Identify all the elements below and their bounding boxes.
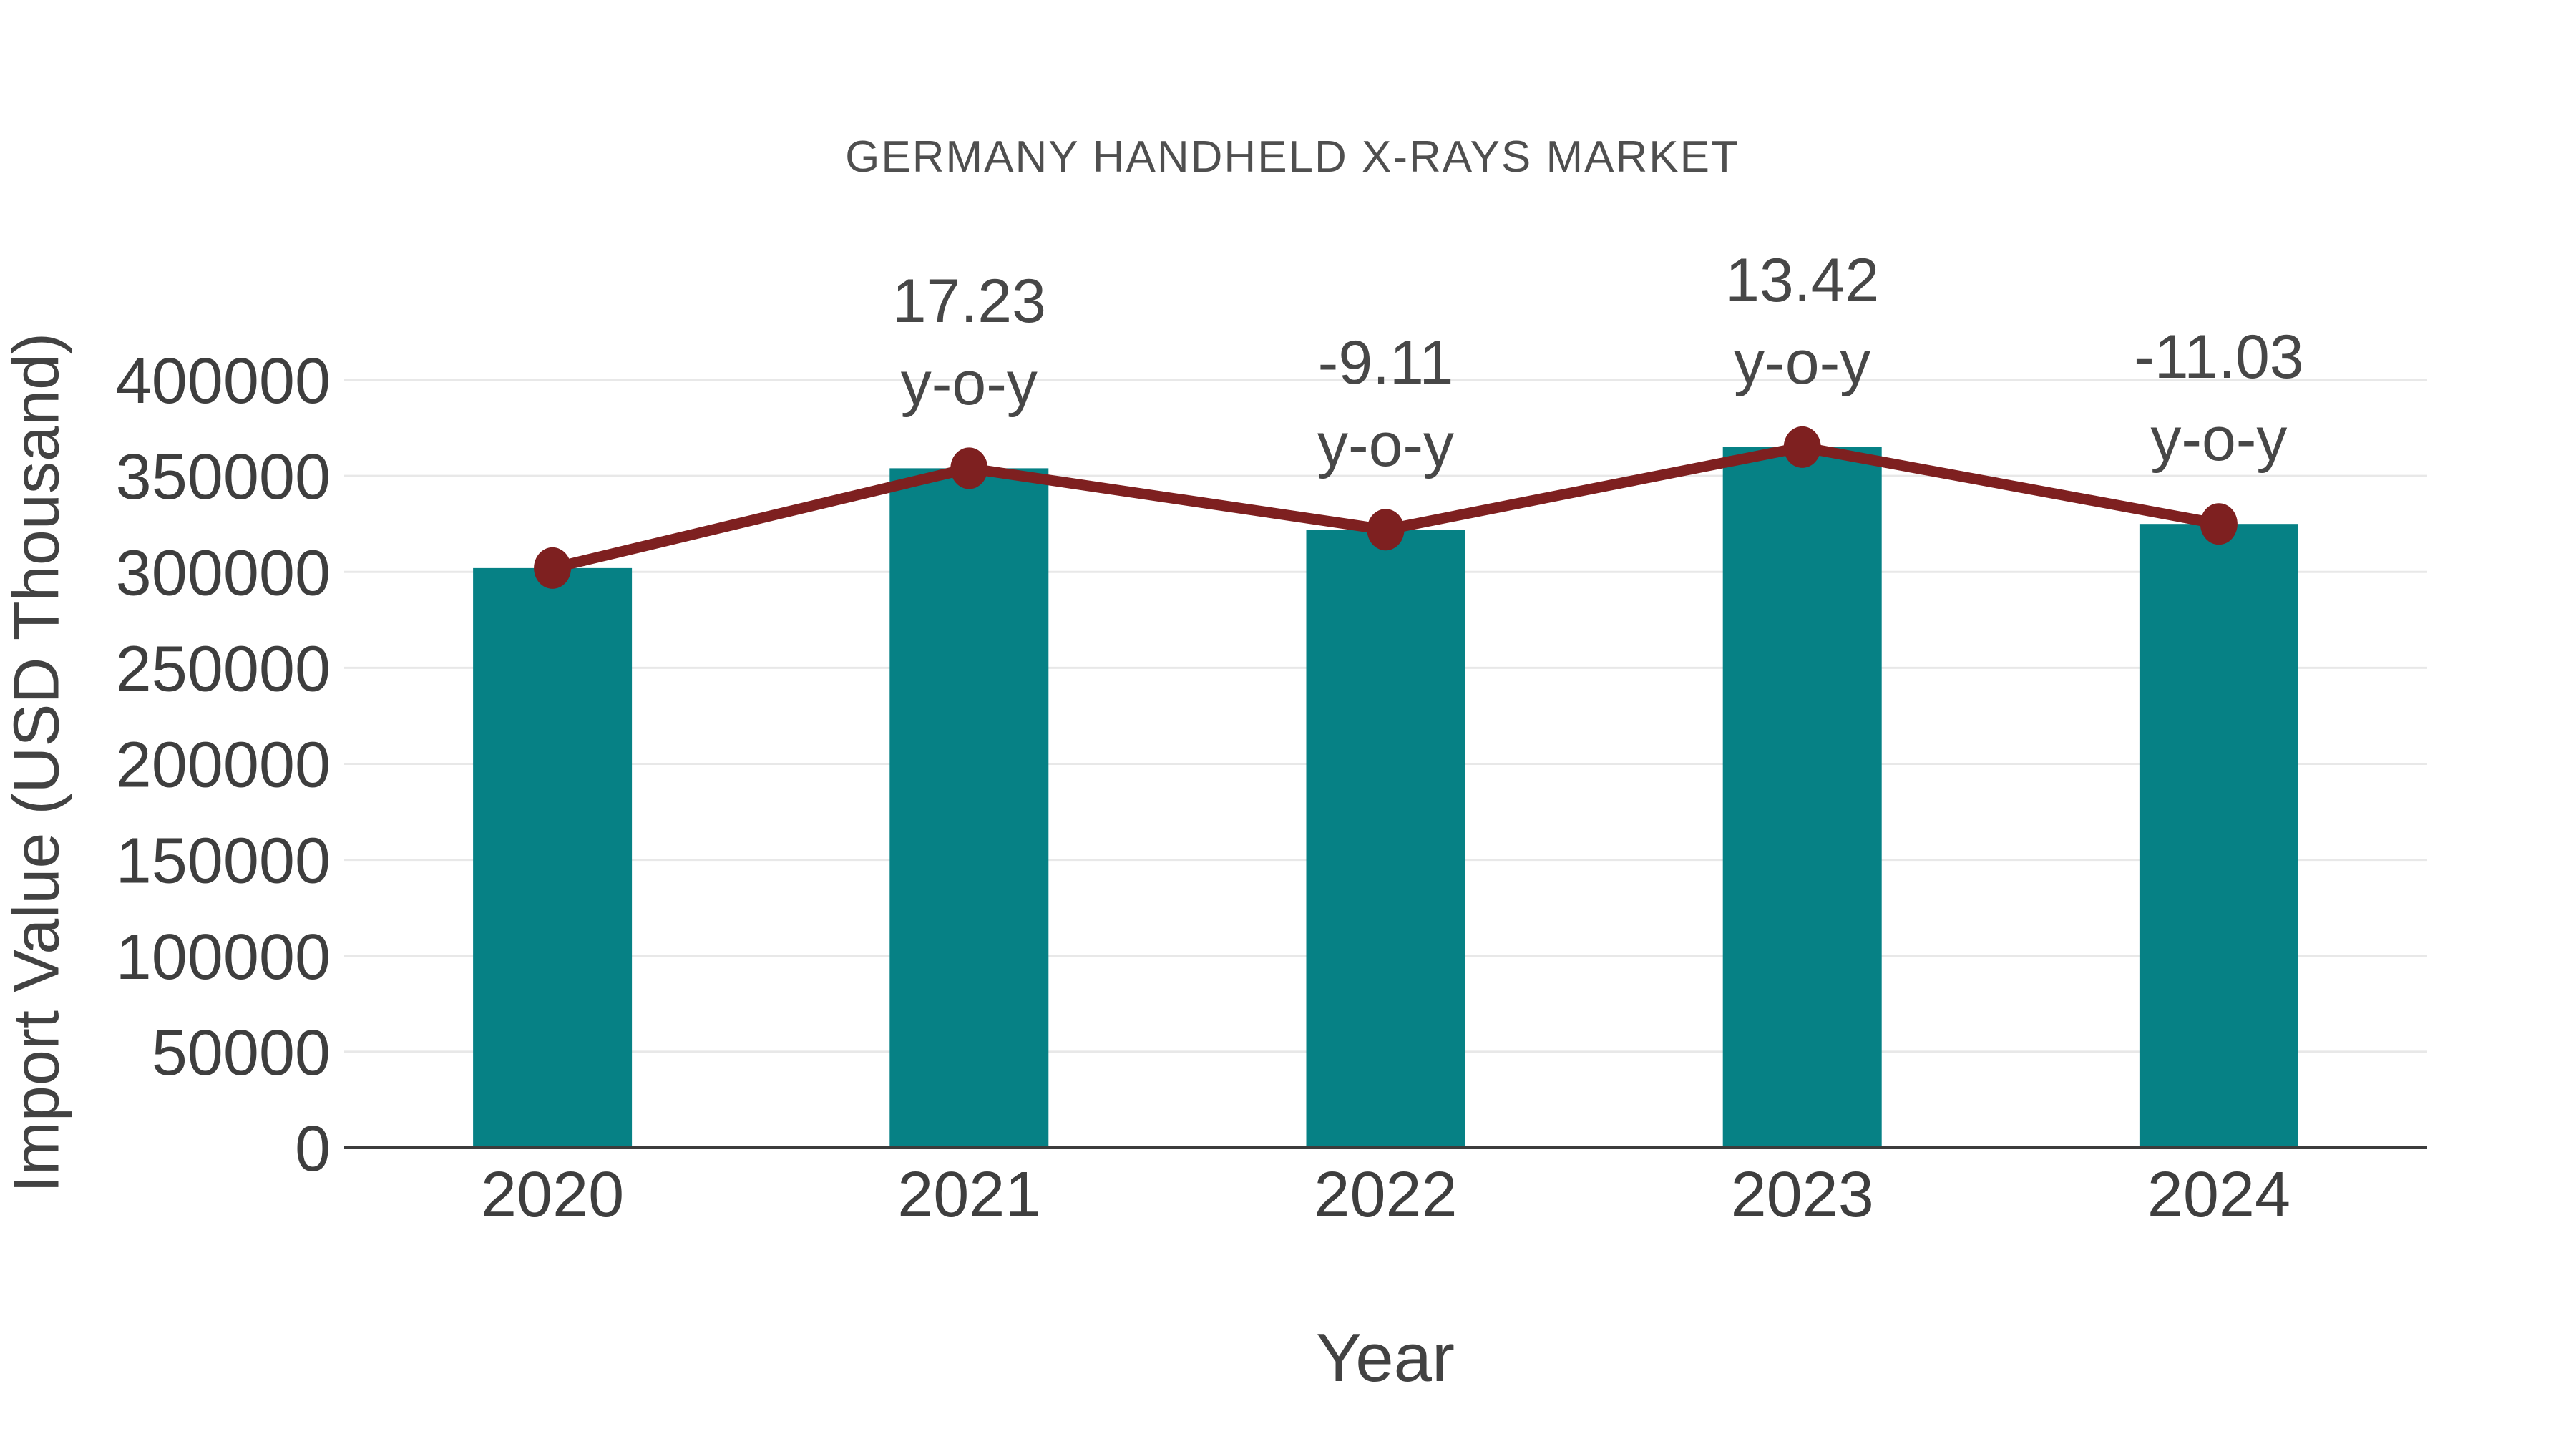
y-tick-label: 150000 bbox=[116, 826, 331, 897]
trend-marker-2020 bbox=[534, 547, 572, 589]
bar-2020 bbox=[473, 567, 633, 1148]
yoy-value: 17.23 bbox=[892, 267, 1046, 336]
bar-2021 bbox=[889, 468, 1049, 1148]
bar-2024 bbox=[2139, 524, 2298, 1148]
yoy-annotation-2022: -9.11 y-o-y bbox=[1317, 322, 1454, 487]
yoy-annotation-2024: -11.03 y-o-y bbox=[2134, 316, 2303, 481]
x-axis-title: Year bbox=[1316, 1319, 1455, 1396]
yoy-unit: y-o-y bbox=[2150, 405, 2288, 474]
trend-marker-2021 bbox=[950, 447, 988, 489]
yoy-value: -11.03 bbox=[2134, 323, 2304, 392]
trend-marker-2022 bbox=[1367, 509, 1405, 551]
chart-title: GERMANY HANDHELD X-RAYS MARKET bbox=[845, 132, 1740, 182]
y-tick-label: 300000 bbox=[116, 537, 331, 609]
x-tick-label-2024: 2024 bbox=[2147, 1159, 2290, 1231]
x-tick-label-2022: 2022 bbox=[1314, 1159, 1458, 1231]
y-tick-label: 0 bbox=[295, 1113, 331, 1185]
yoy-annotation-2023: 13.42 y-o-y bbox=[1725, 240, 1879, 404]
trend-marker-2024 bbox=[2200, 503, 2238, 545]
trend-marker-2023 bbox=[1783, 426, 1821, 468]
x-tick-label-2021: 2021 bbox=[897, 1159, 1041, 1231]
y-tick-label: 350000 bbox=[116, 441, 331, 513]
y-tick-label: 400000 bbox=[116, 346, 331, 417]
x-tick-label-2023: 2023 bbox=[1730, 1159, 1874, 1231]
x-tick-label-2020: 2020 bbox=[480, 1159, 625, 1231]
y-tick-label: 200000 bbox=[116, 730, 331, 801]
y-tick-label: 250000 bbox=[116, 633, 331, 705]
yoy-unit: y-o-y bbox=[1734, 328, 1871, 397]
bar-2022 bbox=[1306, 530, 1465, 1148]
yoy-value: -9.11 bbox=[1317, 328, 1454, 398]
bar-2023 bbox=[1722, 447, 1882, 1148]
yoy-value: 13.42 bbox=[1725, 245, 1880, 315]
yoy-unit: y-o-y bbox=[1317, 411, 1455, 480]
y-tick-label: 100000 bbox=[116, 922, 331, 993]
y-tick-label: 50000 bbox=[152, 1018, 331, 1089]
yoy-annotation-2021: 17.23 y-o-y bbox=[892, 260, 1046, 425]
yoy-unit: y-o-y bbox=[900, 349, 1038, 419]
